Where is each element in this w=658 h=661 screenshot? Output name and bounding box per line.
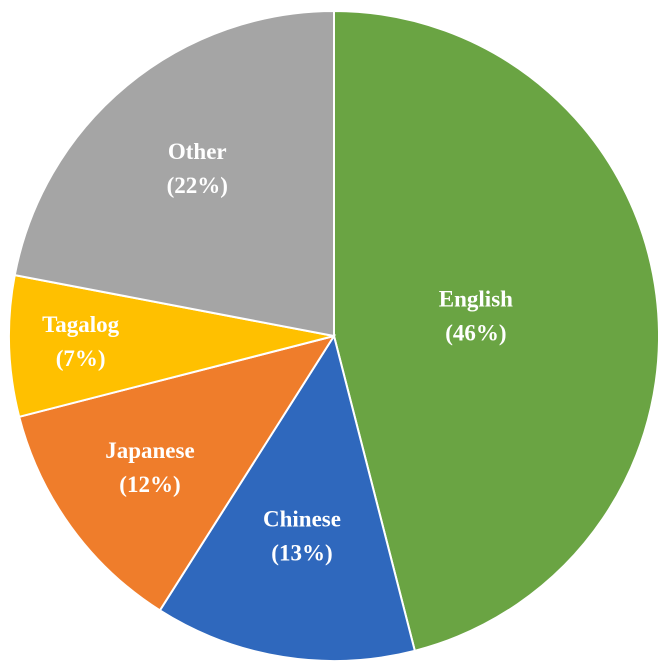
slice-value-label: (13%) — [271, 541, 332, 566]
pie-slice — [333, 9, 658, 653]
pie-slice — [8, 273, 335, 419]
slice-label: Chinese — [263, 507, 341, 532]
slice-label: Japanese — [105, 438, 194, 463]
slice-value-label: (46%) — [445, 320, 506, 345]
slice-label: Tagalog — [42, 312, 120, 337]
slice-value-label: (12%) — [119, 472, 180, 497]
pie-slice — [158, 333, 417, 661]
pie-slice — [13, 9, 335, 338]
pie-slice — [17, 334, 337, 612]
slice-label: Other — [168, 139, 227, 164]
slice-value-label: (22%) — [167, 173, 228, 198]
slice-label: English — [439, 286, 513, 311]
slice-value-label: (7%) — [56, 346, 106, 371]
